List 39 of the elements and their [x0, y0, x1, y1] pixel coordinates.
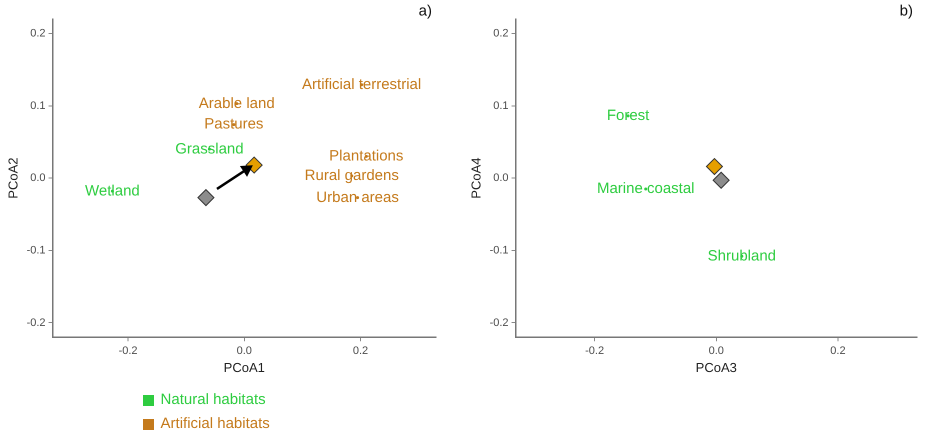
point: [644, 187, 648, 190]
x-tick-label: 0.0: [708, 344, 724, 357]
y-tick-label: 0.2: [30, 27, 46, 40]
data-label: Shrubland: [708, 247, 776, 264]
data-label: Rural gardens: [304, 167, 399, 184]
y-tick-label: 0.1: [30, 100, 46, 112]
y-tick-label: 0.1: [493, 100, 509, 112]
legend-label: Artificial habitats: [160, 414, 270, 434]
point: [706, 158, 723, 176]
point: [197, 189, 214, 206]
x-tick-label: 0.2: [352, 344, 368, 357]
y-axis-title: PCoA2: [5, 158, 20, 199]
y-tick-label: -0.2: [490, 316, 509, 329]
point: [712, 172, 730, 189]
y-tick-label: 0.0: [493, 172, 509, 184]
chart-title: b): [900, 2, 913, 20]
legend-label: Natural habitats: [160, 390, 266, 410]
x-tick-label: 0.2: [830, 344, 846, 357]
data-label: Wetland: [85, 182, 140, 200]
data-label: Arable land: [198, 94, 275, 112]
x-tick-label: -0.2: [118, 344, 138, 357]
y-tick-label: -0.1: [26, 244, 46, 256]
x-axis-title: PCoA3: [696, 360, 737, 375]
y-tick-label: -0.2: [26, 316, 46, 329]
x-tick-label: 0.0: [236, 344, 252, 357]
y-axis-title: PCoA4: [468, 158, 484, 199]
x-tick-label: -0.2: [585, 344, 604, 357]
data-label: Grassland: [175, 140, 244, 158]
y-tick-label: -0.1: [490, 244, 509, 256]
data-label: Artificial terrestrial: [302, 76, 422, 93]
x-axis-title: PCoA1: [224, 360, 265, 375]
data-label: Urban areas: [316, 188, 399, 206]
data-label: Marine coastal: [596, 180, 694, 198]
data-label: Forest: [606, 107, 650, 124]
data-label: Plantations: [329, 148, 404, 165]
y-tick-label: 0.0: [30, 172, 46, 184]
y-tick-label: 0.2: [493, 27, 509, 40]
chart-title: a): [418, 2, 432, 20]
data-label: Pastures: [204, 116, 264, 133]
